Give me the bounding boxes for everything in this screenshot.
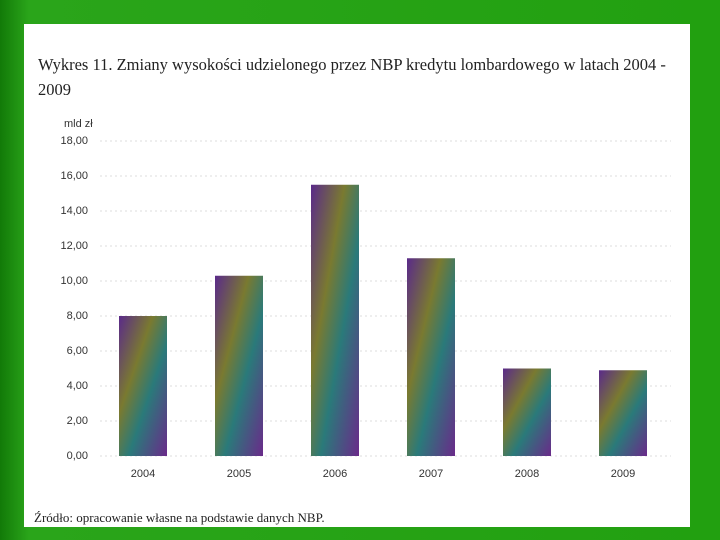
x-tick-label: 2007 xyxy=(419,468,443,480)
bar xyxy=(599,370,647,456)
y-tick-label: 10,00 xyxy=(60,275,88,287)
x-tick-label: 2004 xyxy=(131,468,155,480)
source-note: Źródło: opracowanie własne na podstawie … xyxy=(34,510,325,525)
y-tick-label: 18,00 xyxy=(60,135,88,147)
chart-title: Wykres 11. Zmiany wysokości udzielonego … xyxy=(38,55,666,99)
x-tick-label: 2008 xyxy=(515,468,539,480)
x-tick-label: 2006 xyxy=(323,468,347,480)
y-tick-label: 8,00 xyxy=(67,310,88,322)
bar xyxy=(119,316,167,456)
bar xyxy=(215,275,263,456)
x-tick-label: 2005 xyxy=(227,468,251,480)
y-tick-label: 0,00 xyxy=(67,450,88,462)
y-tick-label: 14,00 xyxy=(60,205,88,217)
bar xyxy=(407,258,455,456)
y-axis-label: mld zł xyxy=(64,118,93,130)
y-tick-label: 16,00 xyxy=(60,170,88,182)
y-tick-label: 4,00 xyxy=(67,380,88,392)
y-tick-label: 2,00 xyxy=(67,415,88,427)
y-tick-label: 6,00 xyxy=(67,345,88,357)
y-tick-label: 12,00 xyxy=(60,240,88,252)
bar xyxy=(311,184,359,456)
x-tick-label: 2009 xyxy=(611,468,635,480)
bar xyxy=(503,368,551,456)
